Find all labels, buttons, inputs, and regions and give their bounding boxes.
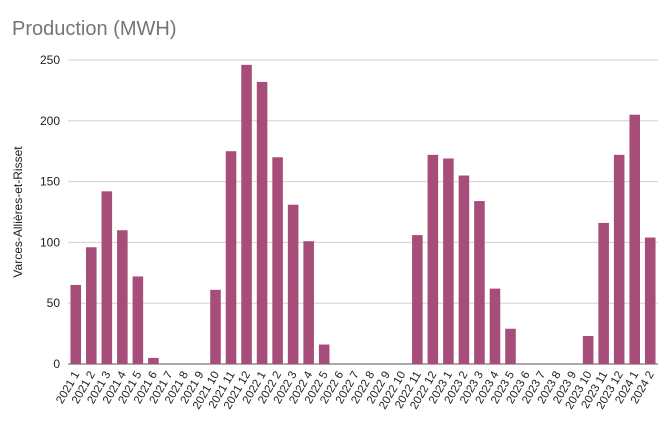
bar <box>287 204 299 364</box>
bar <box>598 222 609 364</box>
y-tick-label: 250 <box>40 53 60 67</box>
y-axis-label: Varces-Allières-et-Risset <box>11 146 25 278</box>
y-tick-label: 50 <box>47 296 61 310</box>
y-tick-label: 150 <box>40 175 60 189</box>
bar <box>225 151 237 364</box>
y-tick-label: 100 <box>40 235 60 249</box>
bar <box>101 191 113 364</box>
bar <box>241 64 252 364</box>
bar <box>489 288 501 364</box>
bar <box>148 357 159 364</box>
bar <box>412 235 423 364</box>
bar <box>629 114 640 364</box>
bar <box>443 158 454 364</box>
bar <box>70 284 82 364</box>
bar <box>613 154 625 364</box>
bar <box>303 241 314 364</box>
bar <box>210 289 221 364</box>
bar <box>644 237 656 364</box>
bar <box>458 175 470 364</box>
bar <box>318 344 330 364</box>
bar <box>86 247 97 364</box>
bar <box>256 81 268 364</box>
bar <box>427 154 439 364</box>
bar <box>505 328 516 364</box>
chart-title: Production (MWH) <box>12 18 177 40</box>
y-tick-label: 0 <box>53 357 60 371</box>
y-tick-label: 200 <box>40 114 60 128</box>
bar <box>474 201 485 364</box>
bar <box>272 157 283 364</box>
bar <box>117 230 128 364</box>
bar <box>582 336 594 364</box>
bar <box>132 276 144 364</box>
